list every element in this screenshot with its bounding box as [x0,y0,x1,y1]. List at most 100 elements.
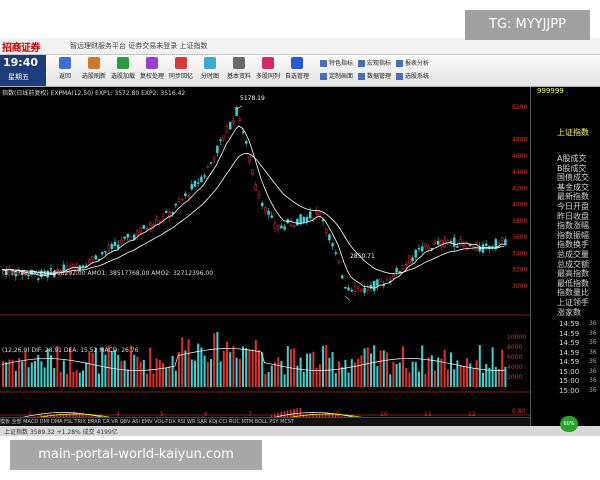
macd-bar [296,408,298,417]
custom-screen-button[interactable]: 定制画面 [320,71,353,80]
volume-bar [443,349,446,387]
candle-body [180,198,184,201]
candle-body [411,257,414,262]
price-axis-label: 4200 [512,185,527,192]
volume-bar [149,347,152,387]
clock-panel: 19:40 星期五 [0,55,46,86]
candle-body [40,270,43,278]
quote-field-label: 最新指数 [557,192,589,202]
candle-body [254,184,258,191]
volume-bar [418,371,420,387]
volume-bar [171,355,174,387]
volume-bar [370,353,372,387]
app-menu[interactable]: 智远理财服务平台 证券交易未登录 上证指数 [70,42,208,50]
quote-field-label: 国债成交 [557,173,589,183]
trade-value: 36 [589,386,597,394]
price-axis-label: 3200 [512,267,527,274]
candle-body [392,273,395,279]
candle-body [225,125,229,133]
volume-bar [203,355,206,387]
report-analysis-button[interactable]: 报表分析 [396,58,429,67]
volume-bar [94,348,97,387]
watermark-bottom: main-portal-world-kaiyun.com [10,440,262,470]
volume-bar [158,359,161,387]
toolbar-button[interactable]: 分时图 [197,57,223,84]
toolbar-button[interactable]: 多股同列 [255,57,281,84]
kline-chart[interactable]: 5200 4800 4600 4400 4200 4000 3800 3600 3400 3200… [0,87,530,417]
volume-bar [424,373,427,387]
candle-body [331,243,334,247]
volume-bar [8,359,11,387]
candle-body [219,139,222,142]
candle-body [379,278,382,282]
feature-indicator-button[interactable]: 特色指标 [320,58,353,67]
macd-bar [280,412,282,417]
quote-field-label: 指数换手 [557,240,589,250]
volume-bar [152,373,155,387]
candle-body [257,194,261,199]
volume-bar [462,366,465,387]
candle-body [116,244,120,249]
ema-slow-line [1,152,505,274]
volume-bar [478,345,481,387]
volume-bar [421,345,424,387]
volume-bar [30,362,33,387]
toolbar-button[interactable]: 选股刷新 [81,57,107,84]
volume-bar [136,356,139,387]
candle-body [372,280,376,291]
toolbar-button[interactable]: 返回 [52,57,78,84]
stock-selection-button[interactable]: 选股系统 [396,71,429,80]
macro-indicator-button[interactable]: 宏观指标 [358,58,391,67]
volume-bar [395,363,398,387]
volume-bar [376,366,379,387]
toolbar-button[interactable]: 同步回忆 [168,57,194,84]
volume-bar [466,358,468,387]
candle-body [465,242,469,251]
volume-bar [21,361,24,387]
macd-bar [290,409,292,417]
volume-bar [414,362,417,387]
candle-body [91,256,94,260]
toolbar-button[interactable]: 复权处理 [139,57,165,84]
macd-bar [322,414,324,417]
candle-body [308,211,312,219]
candle-body [395,268,398,273]
volume-bar [491,347,494,387]
low-price-label: 2850.71 [350,253,375,260]
candle-body [289,220,293,226]
volume-bar [354,362,356,387]
quote-field-label: B股成交 [557,163,587,173]
stock-code: 999999 [537,87,564,95]
candle-body [283,226,286,230]
clock-day: 星期五 [8,73,29,81]
quote-panel: 999999 A股成交 B股成交 国债成交 基金成交 最新指数 今日开盘 昨日收盘 指数涨幅指… [530,87,600,436]
toolbar-button[interactable]: 自选管理 [284,57,310,84]
indicator-tabs[interactable]: 模板 全部 MACD DMI DMA FSL TRIX BRAR CR VR O… [0,417,530,427]
candle-body [267,210,270,215]
toolbar-icon [59,57,71,69]
ema-fast-line [1,125,505,289]
volume-bar [254,340,257,387]
candle-body [94,255,98,260]
macd-bar [78,414,81,417]
data-management-button[interactable]: 数据管理 [358,71,391,80]
screenshot-frame: 招商证券 智远理财服务平台 证券交易未登录 上证指数 19:40 星期五 返回 选… [0,38,600,436]
toolbar-button-label: 分时图 [200,73,219,80]
toolbar-button[interactable]: 选股加载 [110,57,136,84]
volume-bar [235,357,238,387]
candle-body [49,267,53,270]
macd-bar [62,414,65,417]
volume-bar [69,348,72,387]
candle-body [120,239,123,244]
volume-bar [293,348,296,387]
macd-bar [40,415,42,417]
quote-field-label: A股成交 [557,154,587,163]
candle-body [328,234,331,241]
chart-info-line: 指数(日线前复权) EXPMA(12,50) EXP1: 3572.80 EXP… [2,90,186,97]
quote-field-label: 指数量比 [557,288,589,298]
candle-body [356,286,360,289]
volume-bar [50,355,52,387]
toolbar-button-label: 自选管理 [284,73,309,80]
macd-bar [72,414,74,417]
toolbar-button[interactable]: 基本资料 [226,57,252,84]
